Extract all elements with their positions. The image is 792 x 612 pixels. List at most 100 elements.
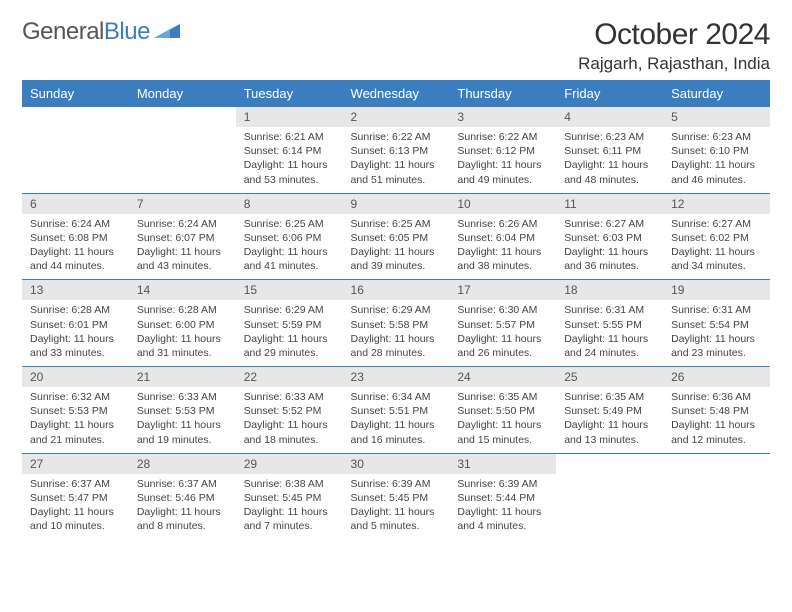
- month-title: October 2024: [578, 18, 770, 52]
- sunset-line: Sunset: 5:46 PM: [137, 491, 228, 505]
- weekday-header-row: SundayMondayTuesdayWednesdayThursdayFrid…: [22, 80, 770, 107]
- calendar-body: 1Sunrise: 6:21 AMSunset: 6:14 PMDaylight…: [22, 107, 770, 539]
- day-cell: 19Sunrise: 6:31 AMSunset: 5:54 PMDayligh…: [663, 280, 770, 367]
- day-cell: [22, 107, 129, 193]
- sunrise-line: Sunrise: 6:27 AM: [671, 217, 762, 231]
- day-cell: 12Sunrise: 6:27 AMSunset: 6:02 PMDayligh…: [663, 193, 770, 280]
- sunrise-line: Sunrise: 6:29 AM: [351, 303, 442, 317]
- sunrise-line: Sunrise: 6:31 AM: [564, 303, 655, 317]
- sunrise-line: Sunrise: 6:36 AM: [671, 390, 762, 404]
- sunrise-line: Sunrise: 6:23 AM: [671, 130, 762, 144]
- daylight-line: Daylight: 11 hours and 5 minutes.: [351, 505, 442, 533]
- day-details: Sunrise: 6:27 AMSunset: 6:03 PMDaylight:…: [556, 214, 663, 280]
- day-details: Sunrise: 6:25 AMSunset: 6:06 PMDaylight:…: [236, 214, 343, 280]
- daylight-line: Daylight: 11 hours and 41 minutes.: [244, 245, 335, 273]
- sunrise-line: Sunrise: 6:31 AM: [671, 303, 762, 317]
- day-cell: 6Sunrise: 6:24 AMSunset: 6:08 PMDaylight…: [22, 193, 129, 280]
- sunset-line: Sunset: 6:04 PM: [457, 231, 548, 245]
- day-details: Sunrise: 6:33 AMSunset: 5:52 PMDaylight:…: [236, 387, 343, 453]
- day-cell: 3Sunrise: 6:22 AMSunset: 6:12 PMDaylight…: [449, 107, 556, 193]
- weekday-header: Tuesday: [236, 80, 343, 107]
- sunset-line: Sunset: 5:45 PM: [244, 491, 335, 505]
- day-cell: 24Sunrise: 6:35 AMSunset: 5:50 PMDayligh…: [449, 367, 556, 454]
- sunset-line: Sunset: 5:53 PM: [137, 404, 228, 418]
- day-cell: 16Sunrise: 6:29 AMSunset: 5:58 PMDayligh…: [343, 280, 450, 367]
- sunset-line: Sunset: 5:59 PM: [244, 318, 335, 332]
- day-number: 11: [556, 194, 663, 214]
- day-details: Sunrise: 6:35 AMSunset: 5:50 PMDaylight:…: [449, 387, 556, 453]
- daylight-line: Daylight: 11 hours and 12 minutes.: [671, 418, 762, 446]
- sunrise-line: Sunrise: 6:28 AM: [30, 303, 121, 317]
- day-details: Sunrise: 6:27 AMSunset: 6:02 PMDaylight:…: [663, 214, 770, 280]
- day-details: Sunrise: 6:30 AMSunset: 5:57 PMDaylight:…: [449, 300, 556, 366]
- daylight-line: Daylight: 11 hours and 44 minutes.: [30, 245, 121, 273]
- sunrise-line: Sunrise: 6:24 AM: [137, 217, 228, 231]
- sunset-line: Sunset: 5:48 PM: [671, 404, 762, 418]
- daylight-line: Daylight: 11 hours and 18 minutes.: [244, 418, 335, 446]
- day-cell: 29Sunrise: 6:38 AMSunset: 5:45 PMDayligh…: [236, 453, 343, 539]
- sunset-line: Sunset: 6:08 PM: [30, 231, 121, 245]
- sunset-line: Sunset: 6:01 PM: [30, 318, 121, 332]
- day-details: Sunrise: 6:29 AMSunset: 5:59 PMDaylight:…: [236, 300, 343, 366]
- week-row: 27Sunrise: 6:37 AMSunset: 5:47 PMDayligh…: [22, 453, 770, 539]
- daylight-line: Daylight: 11 hours and 29 minutes.: [244, 332, 335, 360]
- day-number: 30: [343, 454, 450, 474]
- day-number: 20: [22, 367, 129, 387]
- calendar-table: SundayMondayTuesdayWednesdayThursdayFrid…: [22, 80, 770, 539]
- sunset-line: Sunset: 6:02 PM: [671, 231, 762, 245]
- daylight-line: Daylight: 11 hours and 53 minutes.: [244, 158, 335, 186]
- day-cell: 22Sunrise: 6:33 AMSunset: 5:52 PMDayligh…: [236, 367, 343, 454]
- day-details: Sunrise: 6:28 AMSunset: 6:01 PMDaylight:…: [22, 300, 129, 366]
- sunrise-line: Sunrise: 6:26 AM: [457, 217, 548, 231]
- sunset-line: Sunset: 5:45 PM: [351, 491, 442, 505]
- day-cell: 21Sunrise: 6:33 AMSunset: 5:53 PMDayligh…: [129, 367, 236, 454]
- day-cell: 20Sunrise: 6:32 AMSunset: 5:53 PMDayligh…: [22, 367, 129, 454]
- day-number: 21: [129, 367, 236, 387]
- day-details: Sunrise: 6:22 AMSunset: 6:13 PMDaylight:…: [343, 127, 450, 193]
- sunset-line: Sunset: 6:06 PM: [244, 231, 335, 245]
- day-number: 23: [343, 367, 450, 387]
- day-cell: [663, 453, 770, 539]
- day-cell: [129, 107, 236, 193]
- daylight-line: Daylight: 11 hours and 36 minutes.: [564, 245, 655, 273]
- day-number: 3: [449, 107, 556, 127]
- daylight-line: Daylight: 11 hours and 21 minutes.: [30, 418, 121, 446]
- day-number: 15: [236, 280, 343, 300]
- day-cell: 4Sunrise: 6:23 AMSunset: 6:11 PMDaylight…: [556, 107, 663, 193]
- day-number: 12: [663, 194, 770, 214]
- sunrise-line: Sunrise: 6:35 AM: [564, 390, 655, 404]
- day-cell: 14Sunrise: 6:28 AMSunset: 6:00 PMDayligh…: [129, 280, 236, 367]
- sunrise-line: Sunrise: 6:25 AM: [351, 217, 442, 231]
- day-cell: 5Sunrise: 6:23 AMSunset: 6:10 PMDaylight…: [663, 107, 770, 193]
- day-cell: 13Sunrise: 6:28 AMSunset: 6:01 PMDayligh…: [22, 280, 129, 367]
- day-cell: 15Sunrise: 6:29 AMSunset: 5:59 PMDayligh…: [236, 280, 343, 367]
- sunset-line: Sunset: 5:50 PM: [457, 404, 548, 418]
- day-details: Sunrise: 6:32 AMSunset: 5:53 PMDaylight:…: [22, 387, 129, 453]
- day-details: Sunrise: 6:24 AMSunset: 6:08 PMDaylight:…: [22, 214, 129, 280]
- daylight-line: Daylight: 11 hours and 28 minutes.: [351, 332, 442, 360]
- sunrise-line: Sunrise: 6:32 AM: [30, 390, 121, 404]
- day-details: Sunrise: 6:31 AMSunset: 5:54 PMDaylight:…: [663, 300, 770, 366]
- sunrise-line: Sunrise: 6:23 AM: [564, 130, 655, 144]
- sunrise-line: Sunrise: 6:37 AM: [30, 477, 121, 491]
- day-details: Sunrise: 6:34 AMSunset: 5:51 PMDaylight:…: [343, 387, 450, 453]
- day-cell: 25Sunrise: 6:35 AMSunset: 5:49 PMDayligh…: [556, 367, 663, 454]
- sunset-line: Sunset: 5:51 PM: [351, 404, 442, 418]
- day-number: 14: [129, 280, 236, 300]
- day-number: 31: [449, 454, 556, 474]
- weekday-header: Monday: [129, 80, 236, 107]
- sunset-line: Sunset: 5:55 PM: [564, 318, 655, 332]
- daylight-line: Daylight: 11 hours and 8 minutes.: [137, 505, 228, 533]
- day-number: 5: [663, 107, 770, 127]
- day-details: Sunrise: 6:31 AMSunset: 5:55 PMDaylight:…: [556, 300, 663, 366]
- day-number: 28: [129, 454, 236, 474]
- daylight-line: Daylight: 11 hours and 39 minutes.: [351, 245, 442, 273]
- day-number: 13: [22, 280, 129, 300]
- day-cell: 28Sunrise: 6:37 AMSunset: 5:46 PMDayligh…: [129, 453, 236, 539]
- day-cell: 23Sunrise: 6:34 AMSunset: 5:51 PMDayligh…: [343, 367, 450, 454]
- week-row: 20Sunrise: 6:32 AMSunset: 5:53 PMDayligh…: [22, 367, 770, 454]
- day-number: 1: [236, 107, 343, 127]
- day-details: Sunrise: 6:21 AMSunset: 6:14 PMDaylight:…: [236, 127, 343, 193]
- daylight-line: Daylight: 11 hours and 7 minutes.: [244, 505, 335, 533]
- week-row: 13Sunrise: 6:28 AMSunset: 6:01 PMDayligh…: [22, 280, 770, 367]
